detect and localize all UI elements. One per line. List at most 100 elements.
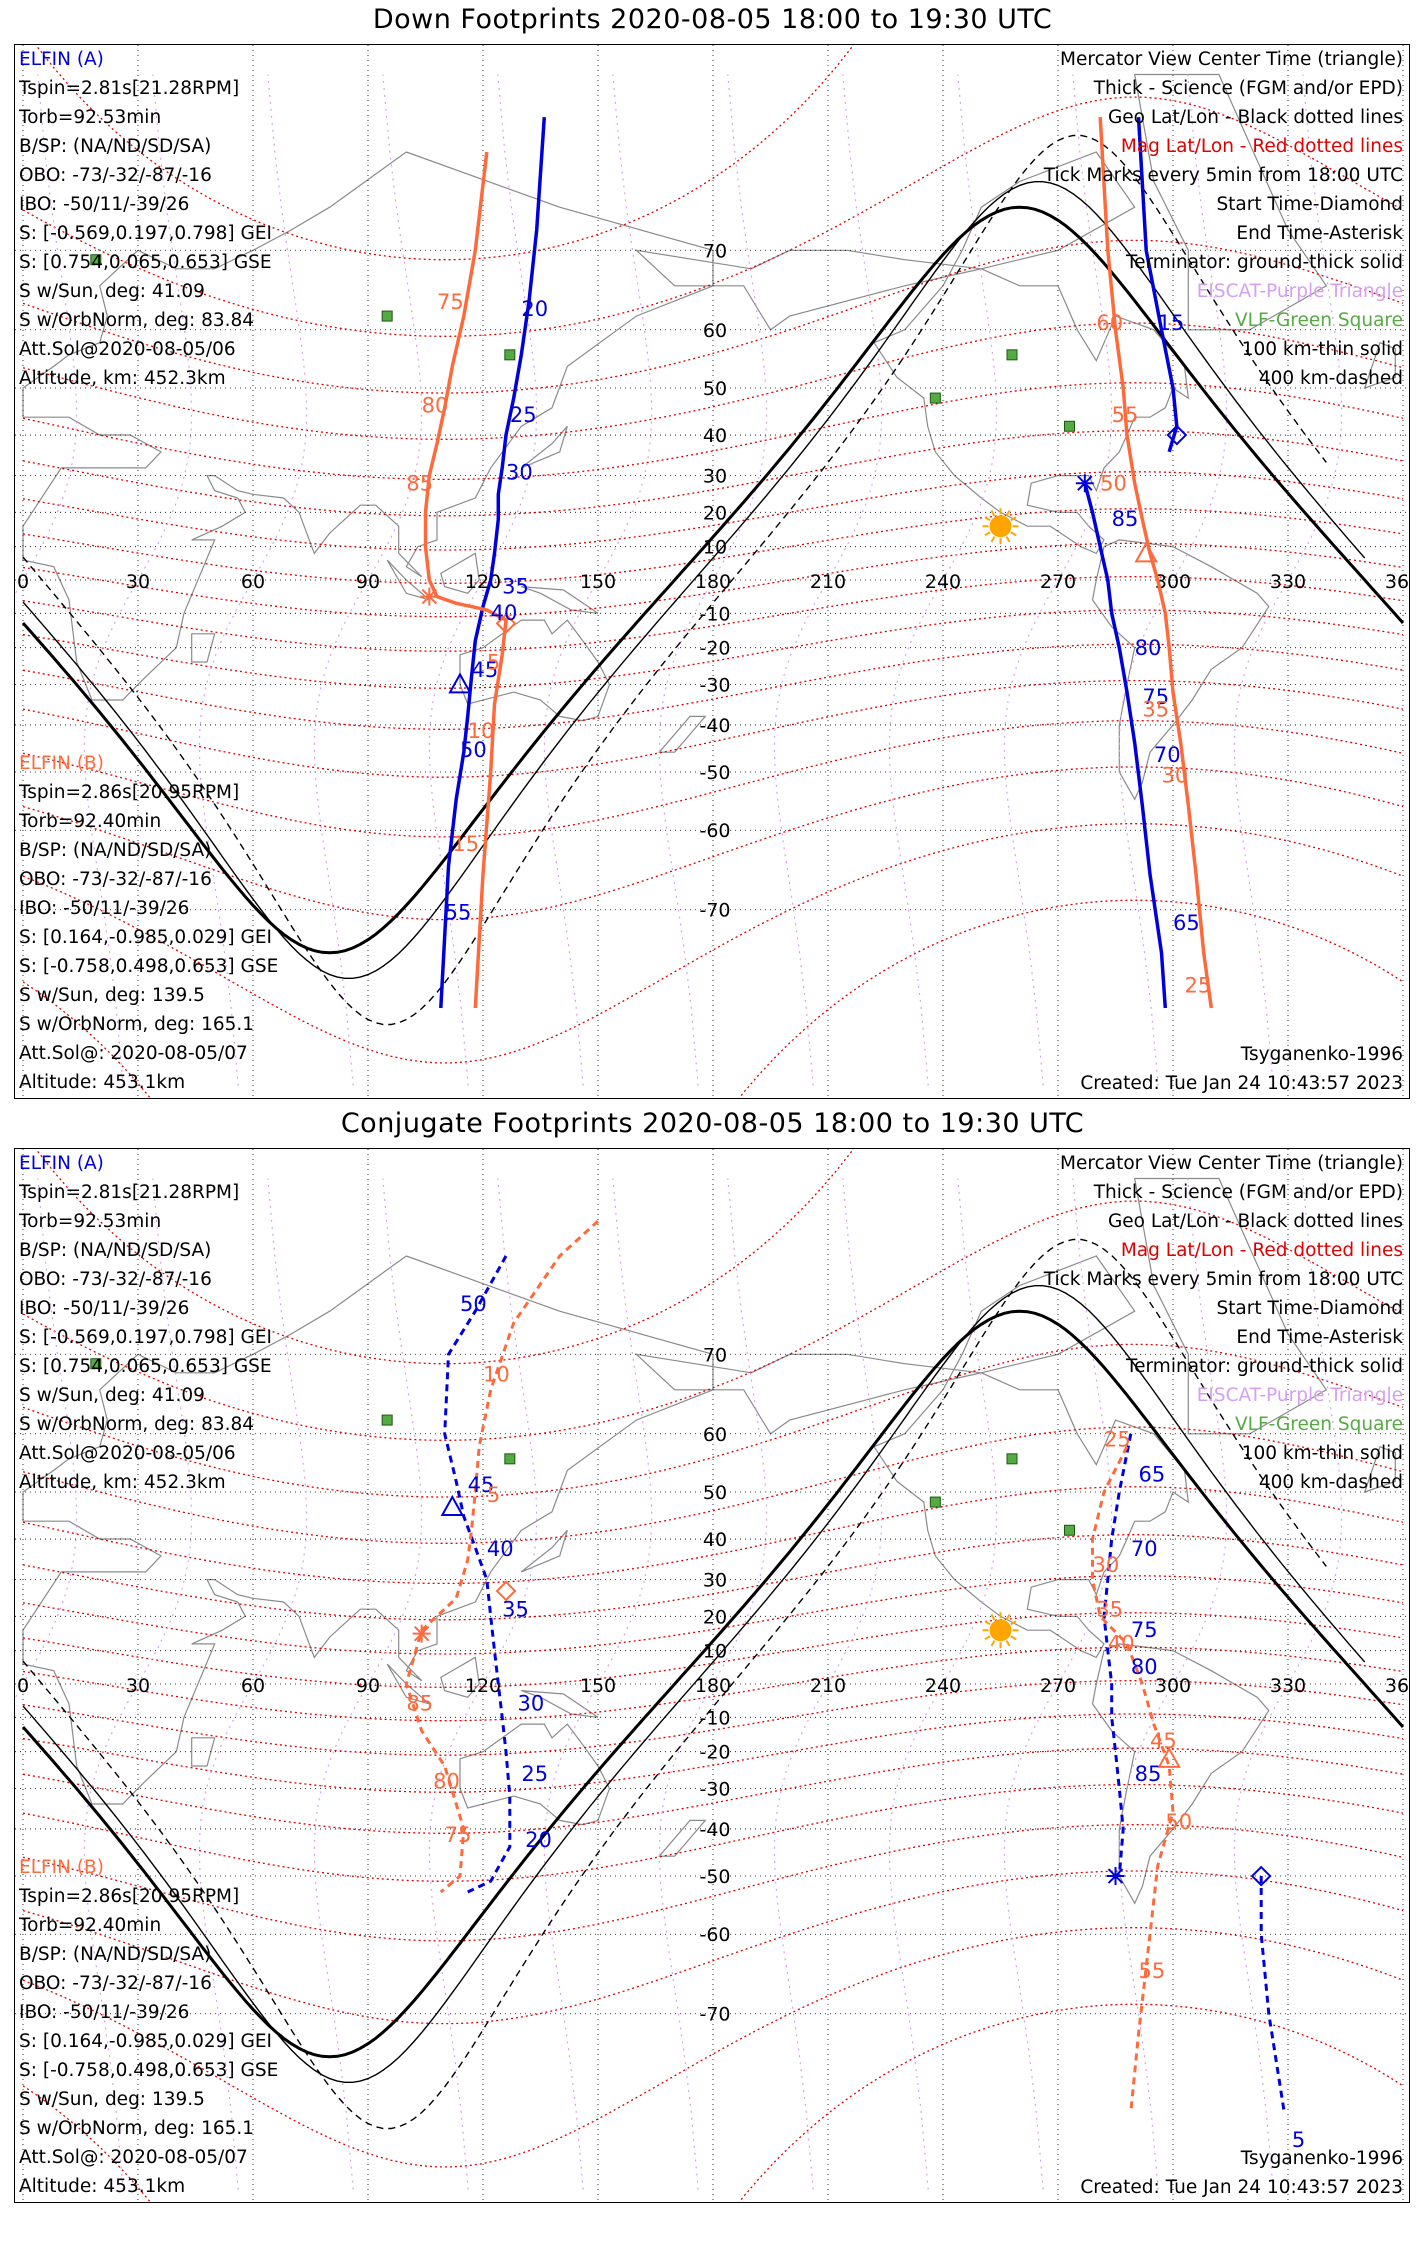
terminator-ground	[21, 205, 1405, 955]
elfin-a-time-label: 20	[525, 1828, 552, 1852]
mag-longitude-line	[1233, 74, 1343, 1086]
info-left-b-line: Att.Sol@: 2020-08-05/07	[19, 2147, 248, 2168]
mag-longitude-line	[888, 1178, 998, 2190]
elfin-b-time-label: 80	[422, 394, 449, 418]
vlf-station-square	[1006, 1453, 1018, 1465]
info-left-a-line: Att.Sol@2020-08-05/06	[19, 1443, 236, 1464]
mag-latitude-line	[22, 1713, 1404, 1793]
lat-tick-label: -20	[699, 1742, 730, 1764]
elfin-a-time-label: 50	[460, 738, 487, 762]
info-left-a-line: ELFIN (A)	[19, 1153, 104, 1174]
info-left-b-line: Altitude: 453.1km	[19, 2176, 186, 2197]
terminator-ground	[21, 1309, 1405, 2059]
elfin-b-time-label: 30	[1093, 1553, 1120, 1577]
coastline	[22, 151, 714, 701]
info-left-a-line: ELFIN (A)	[19, 49, 104, 70]
lat-tick-label: 20	[703, 1606, 727, 1628]
elfin-a-time-label: 25	[510, 403, 537, 427]
mag-longitude-line	[15, 74, 78, 596]
elfin-b-asterisk-marker	[412, 1624, 431, 1643]
coastline	[1363, 341, 1396, 389]
coastline	[22, 1255, 714, 1805]
info-left-b-line: S w/Sun, deg: 139.5	[19, 2089, 205, 2110]
elfin-a-time-label: 50	[460, 1292, 487, 1316]
lat-tick-label: -60	[699, 1924, 730, 1946]
mag-latitude-line	[22, 1783, 1404, 1882]
elfin-a-time-label: 70	[1131, 1537, 1158, 1561]
elfin-a-time-label: 20	[521, 297, 548, 321]
info-left-b-line: Tspin=2.86s[20.95RPM]	[19, 782, 240, 803]
elfin-b-info: ELFIN (B) Tspin=2.86s[20.95RPM] Torb=92.40…	[19, 1853, 278, 2201]
elfin-b-track	[404, 1219, 600, 1894]
model-label: Tsyganenko-1996	[1240, 1044, 1403, 1065]
map-canvas-down: 0 30 60 90 120 150 180 210 240 270 300 330 360 70 60 50…	[15, 45, 1409, 1098]
lat-tick-label: -10	[699, 603, 730, 625]
legend-right-line: 100 km-thin solid	[1241, 339, 1403, 360]
mag-latitude-line	[22, 643, 1404, 730]
elfin-b-time-label: 35	[1142, 697, 1169, 721]
vlf-station-square	[381, 310, 393, 322]
elfin-a-time-label: 85	[1135, 1762, 1162, 1786]
elfin-a-time-label: 85	[1112, 507, 1139, 531]
elfin-a-time-label: 30	[506, 460, 533, 484]
lat-tick-label: 40	[703, 425, 727, 447]
lon-tick-label: 90	[356, 571, 380, 593]
legend-right-line: Mag Lat/Lon - Red dotted lines	[1120, 136, 1403, 157]
elfin-a-time-label: 35	[502, 574, 529, 598]
mag-latitude-line	[22, 1343, 1404, 1498]
created-label: Created: Tue Jan 24 10:43:57 2023	[1080, 2177, 1403, 2198]
elfin-a-time-label: 70	[1154, 743, 1181, 767]
lat-tick-label: 10	[703, 1641, 727, 1663]
elfin-a-track	[1259, 1876, 1286, 2113]
info-left-b-line: OBO: -73/-32/-87/-16	[19, 869, 212, 890]
coastline	[521, 586, 599, 614]
elfin-b-triangle-marker	[1157, 1746, 1181, 1768]
elfin-a-track	[439, 116, 547, 1009]
info-left-a-line: S: [-0.569,0.197,0.798] GEI	[19, 1327, 272, 1348]
lat-tick-label: -50	[699, 1866, 730, 1888]
vlf-station-square	[381, 1414, 393, 1426]
elfin-a-track	[1083, 482, 1168, 1009]
lat-tick-label: 70	[703, 240, 727, 262]
legend-right-line: EISCAT-Purple Triangle	[1196, 281, 1403, 302]
mag-latitude-line	[22, 1824, 1404, 1942]
legend-right-line: Geo Lat/Lon - Black dotted lines	[1107, 107, 1403, 128]
elfin-a-asterisk-marker	[1075, 474, 1094, 493]
panel-title-down: Down Footprints 2020-08-05 18:00 to 19:3…	[372, 4, 1053, 35]
map-panel-conjugate: 0 30 60 90 120 150 180 210 240 270 300 330 360 70 60 50…	[14, 1148, 1410, 2203]
lat-tick-label: 50	[703, 1482, 727, 1504]
info-left-a-line: IBO: -50/11/-39/26	[19, 194, 190, 215]
vlf-station-square	[504, 349, 516, 361]
mag-latitude-line	[22, 1200, 1404, 1441]
lon-tick-label: 210	[810, 1675, 846, 1697]
legend-right-line: Mag Lat/Lon - Red dotted lines	[1120, 1240, 1403, 1261]
coastline	[1133, 73, 1328, 331]
elfin-a-time-label: 80	[1131, 1655, 1158, 1679]
vlf-station-square	[1006, 349, 1018, 361]
legend-right-line: Mercator View Center Time (triangle)	[1060, 49, 1403, 70]
mag-longitude-line	[428, 1178, 538, 2190]
elfin-a-time-label: 40	[487, 1537, 514, 1561]
info-left-a-line: Att.Sol@2020-08-05/06	[19, 339, 236, 360]
coastline	[1091, 1643, 1270, 1905]
lat-tick-label: 50	[703, 378, 727, 400]
mag-latitude-line	[22, 1747, 1404, 1834]
info-left-a-line: Altitude, km: 452.3km	[19, 1472, 226, 1493]
lat-tick-label: -60	[699, 820, 730, 842]
info-left-b-line: B/SP: (NA/ND/SD/SA)	[19, 1944, 212, 1965]
coastline	[440, 552, 480, 594]
mag-latitude-line	[22, 239, 1404, 394]
info-left-b-line: OBO: -73/-32/-87/-16	[19, 1973, 212, 1994]
elfin-a-time-label: 40	[491, 601, 518, 625]
lon-tick-label: 120	[465, 1675, 501, 1697]
elfin-a-triangle-marker	[448, 672, 472, 694]
legend-right-line: 400 km-dashed	[1258, 368, 1403, 389]
coastline	[191, 1737, 216, 1767]
lon-tick-label: 240	[925, 1675, 961, 1697]
info-left-b-line: B/SP: (NA/ND/SD/SA)	[19, 840, 212, 861]
coastline	[459, 1723, 611, 1826]
mag-longitude-line	[198, 74, 308, 1086]
mag-latitude-line	[22, 766, 1404, 921]
map-legend: Mercator View Center Time (triangle) Thic…	[1044, 45, 1403, 393]
elfin-b-time-label: 50	[1100, 472, 1127, 496]
